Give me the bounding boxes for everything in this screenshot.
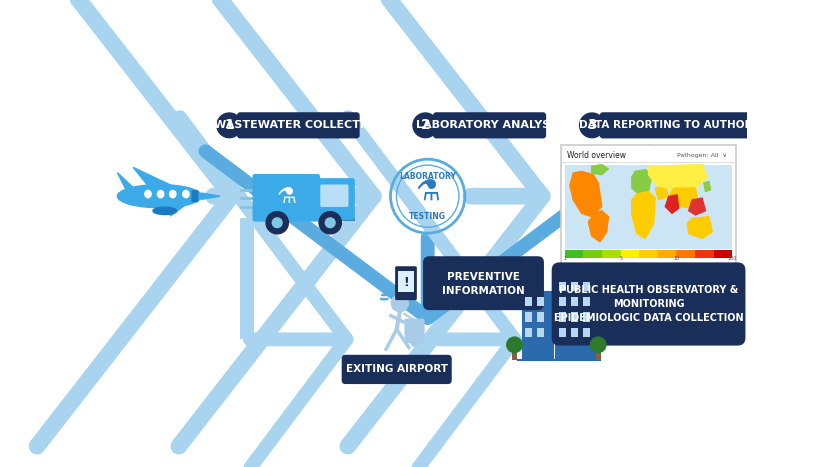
FancyBboxPatch shape: [522, 291, 554, 360]
FancyBboxPatch shape: [583, 282, 589, 291]
FancyBboxPatch shape: [537, 312, 544, 322]
FancyBboxPatch shape: [525, 297, 532, 306]
FancyBboxPatch shape: [537, 328, 544, 337]
FancyBboxPatch shape: [512, 347, 517, 360]
Polygon shape: [133, 167, 188, 193]
Text: !: !: [403, 276, 409, 289]
FancyBboxPatch shape: [537, 297, 544, 306]
Polygon shape: [588, 211, 608, 242]
FancyBboxPatch shape: [571, 328, 578, 337]
Ellipse shape: [169, 191, 176, 198]
FancyBboxPatch shape: [237, 112, 359, 138]
Polygon shape: [117, 173, 139, 193]
FancyBboxPatch shape: [252, 174, 320, 221]
Text: LABORATORY ANALYSIS: LABORATORY ANALYSIS: [417, 120, 563, 130]
FancyBboxPatch shape: [559, 297, 566, 306]
FancyBboxPatch shape: [433, 112, 546, 138]
Text: World overview: World overview: [567, 151, 626, 160]
Text: 100: 100: [728, 256, 737, 261]
FancyBboxPatch shape: [398, 271, 413, 292]
FancyBboxPatch shape: [571, 312, 578, 322]
Text: 2: 2: [421, 118, 430, 132]
FancyBboxPatch shape: [600, 112, 761, 138]
FancyBboxPatch shape: [621, 250, 639, 258]
Circle shape: [319, 212, 341, 234]
Text: ⚗: ⚗: [415, 179, 440, 207]
Polygon shape: [666, 195, 679, 213]
FancyBboxPatch shape: [525, 328, 532, 337]
Circle shape: [217, 113, 242, 138]
Text: PREVENTIVE
INFORMATION: PREVENTIVE INFORMATION: [442, 272, 525, 296]
FancyBboxPatch shape: [559, 328, 566, 337]
Circle shape: [590, 337, 606, 353]
FancyBboxPatch shape: [565, 250, 583, 258]
FancyBboxPatch shape: [583, 297, 589, 306]
Text: Pathogen: All  ∨: Pathogen: All ∨: [676, 153, 727, 158]
Text: 1: 1: [564, 256, 566, 261]
Text: 5: 5: [619, 256, 622, 261]
Polygon shape: [632, 191, 655, 239]
FancyBboxPatch shape: [342, 355, 452, 384]
FancyBboxPatch shape: [192, 190, 198, 202]
FancyBboxPatch shape: [320, 184, 349, 207]
Circle shape: [507, 337, 522, 353]
FancyBboxPatch shape: [554, 276, 595, 360]
Circle shape: [325, 218, 335, 227]
FancyBboxPatch shape: [561, 145, 736, 264]
Text: 1: 1: [224, 118, 234, 132]
Polygon shape: [570, 171, 602, 217]
FancyBboxPatch shape: [395, 266, 417, 300]
Polygon shape: [687, 217, 712, 239]
Polygon shape: [669, 188, 699, 208]
Ellipse shape: [144, 191, 151, 198]
FancyBboxPatch shape: [571, 282, 578, 291]
FancyBboxPatch shape: [552, 262, 745, 346]
Text: PUBLIC HEALTH OBSERVATORY &
MONITORING
EPIDEMIOLOGIC DATA COLLECTION: PUBLIC HEALTH OBSERVATORY & MONITORING E…: [554, 285, 744, 323]
Text: LABORATORY: LABORATORY: [399, 172, 456, 182]
Polygon shape: [632, 170, 652, 194]
Polygon shape: [704, 181, 710, 191]
FancyBboxPatch shape: [602, 250, 621, 258]
FancyBboxPatch shape: [583, 328, 589, 337]
FancyBboxPatch shape: [596, 347, 601, 360]
Ellipse shape: [117, 184, 202, 208]
FancyBboxPatch shape: [571, 297, 578, 306]
Ellipse shape: [153, 207, 177, 214]
Text: 10: 10: [673, 256, 680, 261]
FancyBboxPatch shape: [583, 312, 589, 322]
Circle shape: [413, 113, 437, 138]
FancyBboxPatch shape: [317, 178, 355, 220]
FancyBboxPatch shape: [714, 250, 732, 258]
Circle shape: [266, 212, 288, 234]
Polygon shape: [170, 199, 194, 216]
Polygon shape: [655, 185, 669, 200]
FancyBboxPatch shape: [423, 256, 544, 310]
FancyBboxPatch shape: [583, 250, 602, 258]
Circle shape: [412, 340, 417, 347]
FancyBboxPatch shape: [639, 250, 658, 258]
Polygon shape: [648, 164, 707, 190]
Polygon shape: [202, 193, 220, 199]
Circle shape: [579, 113, 604, 138]
FancyBboxPatch shape: [559, 312, 566, 322]
FancyBboxPatch shape: [404, 318, 425, 343]
FancyBboxPatch shape: [695, 250, 714, 258]
FancyBboxPatch shape: [559, 282, 566, 291]
FancyBboxPatch shape: [658, 250, 676, 258]
Polygon shape: [592, 164, 608, 175]
Text: EXITING AIRPORT: EXITING AIRPORT: [346, 364, 447, 375]
Ellipse shape: [158, 191, 164, 198]
Text: 3: 3: [587, 118, 597, 132]
FancyBboxPatch shape: [525, 312, 532, 322]
Text: ⚗: ⚗: [276, 187, 296, 207]
Text: WASTEWATER COLLECTION: WASTEWATER COLLECTION: [214, 120, 383, 130]
FancyBboxPatch shape: [676, 250, 695, 258]
Circle shape: [272, 218, 282, 227]
FancyBboxPatch shape: [565, 164, 732, 248]
Polygon shape: [689, 198, 706, 215]
Ellipse shape: [183, 191, 189, 198]
Circle shape: [391, 295, 408, 311]
Text: TESTING: TESTING: [409, 212, 447, 221]
Text: DATA REPORTING TO AUTHORITIES: DATA REPORTING TO AUTHORITIES: [579, 120, 782, 130]
